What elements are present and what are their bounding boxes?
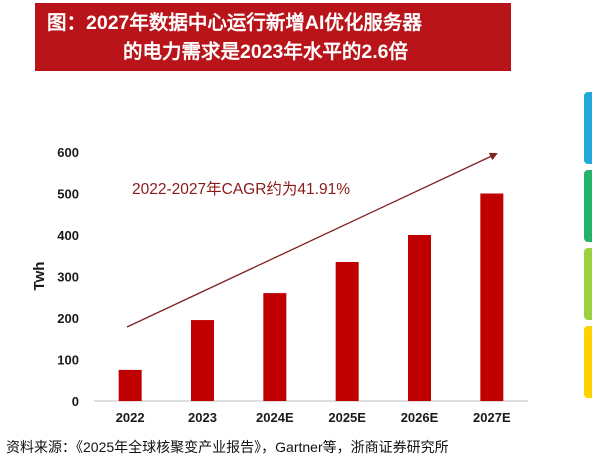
chart-labels: 0 100 200 300 400 500 600 Twh 2022 2023 2024E 2025E… xyxy=(31,145,511,425)
chart-bars xyxy=(118,193,504,401)
side-decoration xyxy=(584,92,592,412)
chart-axes xyxy=(94,152,528,402)
y-tick-label: 300 xyxy=(57,270,79,285)
y-tick-label: 100 xyxy=(57,353,79,368)
bar xyxy=(263,293,287,401)
y-tick-label: 200 xyxy=(57,311,79,326)
bar xyxy=(191,320,214,401)
side-stripe-blue xyxy=(584,92,592,164)
side-stripe-yellow xyxy=(584,326,592,398)
bar xyxy=(118,369,142,401)
side-stripe-lime xyxy=(584,248,592,320)
y-tick-label: 500 xyxy=(57,187,79,202)
x-tick-label: 2023 xyxy=(188,410,217,425)
trend-arrow xyxy=(126,152,498,328)
title-banner: 图：2027年数据中心运行新增AI优化服务器 的电力需求是2023年水平的2.6… xyxy=(35,3,511,71)
title-line-2: 的电力需求是2023年水平的2.6倍 xyxy=(123,41,408,63)
x-tick-label: 2025E xyxy=(328,410,366,425)
x-tick-label: 2027E xyxy=(473,410,511,425)
y-tick-label: 0 xyxy=(72,394,79,409)
x-tick-label: 2024E xyxy=(256,410,294,425)
title-line-1: 图：2027年数据中心运行新增AI优化服务器 xyxy=(47,12,422,34)
x-tick-label: 2026E xyxy=(401,410,439,425)
bar xyxy=(335,261,359,401)
source-note: 资料来源：《2025年全球核聚变产业报告》，Gartner等，浙商证券研究所 xyxy=(6,439,449,455)
side-stripe-green xyxy=(584,170,592,242)
x-tick-label: 2022 xyxy=(116,410,145,425)
y-tick-label: 600 xyxy=(57,145,79,160)
y-axis-label: Twh xyxy=(31,262,48,291)
y-tick-label: 400 xyxy=(57,228,79,243)
cagr-annotation: 2022-2027年CAGR约为41.91% xyxy=(132,180,350,198)
bar xyxy=(480,193,504,401)
bar xyxy=(408,235,431,401)
